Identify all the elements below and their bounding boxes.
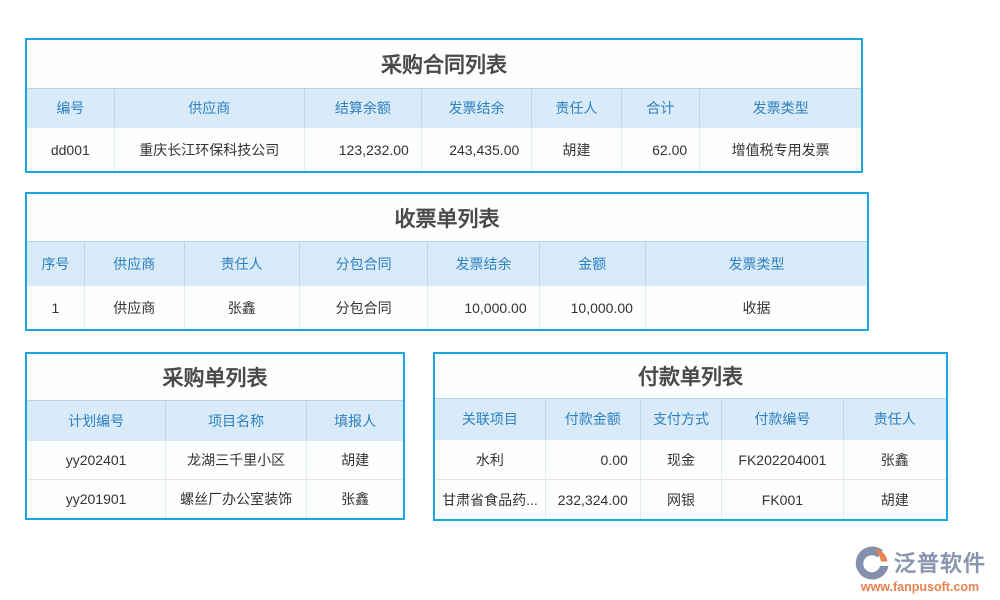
table-cell: 张鑫 xyxy=(183,285,300,329)
table-row: yy202401 龙湖三千里小区 胡建 xyxy=(27,440,403,480)
table-cell: 胡建 xyxy=(306,440,403,480)
receipt-panel: 收票单列表 序号 供应商 责任人 分包合同 发票结余 金额 发票类型 1 供应商 张鑫 分包合同 1… xyxy=(25,192,869,331)
receipt-title: 收票单列表 xyxy=(27,194,867,242)
purchase-contract-table: 编号 供应商 结算余额 发票结余 责任人 合计 发票类型 dd001 重庆长江环保科技公司 12… xyxy=(27,89,861,171)
table-cell: yy201901 xyxy=(27,479,166,518)
fanpu-logo-text: 泛普软件 xyxy=(893,550,986,576)
table-cell: yy202401 xyxy=(27,440,166,480)
column-header: 关联项目 xyxy=(435,399,546,440)
column-header: 结算余额 xyxy=(303,89,422,128)
fanpu-logo: 泛普软件 www.fanpusoft.com xyxy=(854,546,986,594)
table-row: 1 供应商 张鑫 分包合同 10,000.00 10,000.00 收据 xyxy=(27,285,867,329)
table-cell: 62.00 xyxy=(620,127,700,171)
table-cell: 现金 xyxy=(639,439,722,480)
column-header: 合计 xyxy=(620,89,700,128)
column-header: 发票类型 xyxy=(644,242,867,286)
payment-table: 关联项目 付款金额 支付方式 付款编号 责任人 水利 0.00 现金 FK202204001 张… xyxy=(435,399,946,519)
column-header: 序号 xyxy=(27,242,85,286)
table-row: 水利 0.00 现金 FK202204001 张鑫 xyxy=(435,439,946,480)
column-header: 发票结余 xyxy=(427,242,540,286)
table-cell: 10,000.00 xyxy=(427,285,540,329)
column-header: 责任人 xyxy=(531,89,622,128)
column-header: 支付方式 xyxy=(639,399,722,440)
table-cell: 123,232.00 xyxy=(303,127,422,171)
table-cell: 232,324.00 xyxy=(544,479,641,519)
payment-title: 付款单列表 xyxy=(435,354,946,399)
table-cell: 甘肃省食品药... xyxy=(435,479,546,519)
purchase-contract-panel: 采购合同列表 编号 供应商 结算余额 发票结余 责任人 合计 发票类型 dd001 重庆长江环… xyxy=(25,38,863,173)
column-header: 责任人 xyxy=(183,242,300,286)
table-cell: 分包合同 xyxy=(298,285,428,329)
table-row: dd001 重庆长江环保科技公司 123,232.00 243,435.00 胡建 62.… xyxy=(27,127,861,171)
table-cell: 10,000.00 xyxy=(538,285,646,329)
table-cell: 螺丝厂办公室装饰 xyxy=(165,479,307,518)
table-cell: 网银 xyxy=(639,479,722,519)
table-cell: 胡建 xyxy=(842,479,946,519)
table-cell: 增值税专用发票 xyxy=(699,127,861,171)
table-row: yy201901 螺丝厂办公室装饰 张鑫 xyxy=(27,479,403,518)
column-header: 发票类型 xyxy=(699,89,861,128)
purchase-order-panel: 采购单列表 计划编号 项目名称 填报人 yy202401 龙湖三千里小区 胡建 yy201… xyxy=(25,352,405,520)
column-header: 填报人 xyxy=(306,401,403,441)
column-header: 付款金额 xyxy=(544,399,641,440)
column-header: 分包合同 xyxy=(298,242,428,286)
purchase-order-title: 采购单列表 xyxy=(27,354,403,401)
table-cell: 重庆长江环保科技公司 xyxy=(113,127,305,171)
column-header: 付款编号 xyxy=(721,399,844,440)
table-cell: 供应商 xyxy=(83,285,185,329)
column-header: 发票结余 xyxy=(420,89,532,128)
table-cell: 收据 xyxy=(644,285,867,329)
header-row: 序号 供应商 责任人 分包合同 发票结余 金额 发票类型 xyxy=(27,242,867,286)
table-cell: 张鑫 xyxy=(842,439,946,480)
column-header: 责任人 xyxy=(842,399,946,440)
table-cell: 水利 xyxy=(435,439,546,480)
table-cell: 龙湖三千里小区 xyxy=(165,440,307,480)
receipt-table: 序号 供应商 责任人 分包合同 发票结余 金额 发票类型 1 供应商 张鑫 分包合同 10,000.… xyxy=(27,242,867,329)
table-cell: 243,435.00 xyxy=(420,127,532,171)
table-cell: 胡建 xyxy=(531,127,622,171)
table-cell: FK001 xyxy=(721,479,844,519)
purchase-order-table: 计划编号 项目名称 填报人 yy202401 龙湖三千里小区 胡建 yy201901 螺丝厂… xyxy=(27,401,403,518)
column-header: 供应商 xyxy=(83,242,185,286)
header-row: 编号 供应商 结算余额 发票结余 责任人 合计 发票类型 xyxy=(27,89,861,128)
table-cell: 1 xyxy=(27,285,85,329)
table-cell: dd001 xyxy=(27,127,115,171)
column-header: 计划编号 xyxy=(27,401,166,441)
table-cell: FK202204001 xyxy=(721,439,844,480)
header-row: 计划编号 项目名称 填报人 xyxy=(27,401,403,441)
column-header: 编号 xyxy=(27,89,115,128)
header-row: 关联项目 付款金额 支付方式 付款编号 责任人 xyxy=(435,399,946,440)
table-cell: 0.00 xyxy=(544,439,641,480)
fanpu-logo-url: www.fanpusoft.com xyxy=(860,580,980,594)
column-header: 金额 xyxy=(538,242,646,286)
table-cell: 张鑫 xyxy=(306,479,403,518)
fanpu-logo-icon xyxy=(855,546,889,580)
column-header: 供应商 xyxy=(113,89,305,128)
table-row: 甘肃省食品药... 232,324.00 网银 FK001 胡建 xyxy=(435,479,946,519)
purchase-contract-title: 采购合同列表 xyxy=(27,40,861,89)
payment-panel: 付款单列表 关联项目 付款金额 支付方式 付款编号 责任人 水利 0.00 现金 FK2022… xyxy=(433,352,948,521)
column-header: 项目名称 xyxy=(165,401,307,441)
